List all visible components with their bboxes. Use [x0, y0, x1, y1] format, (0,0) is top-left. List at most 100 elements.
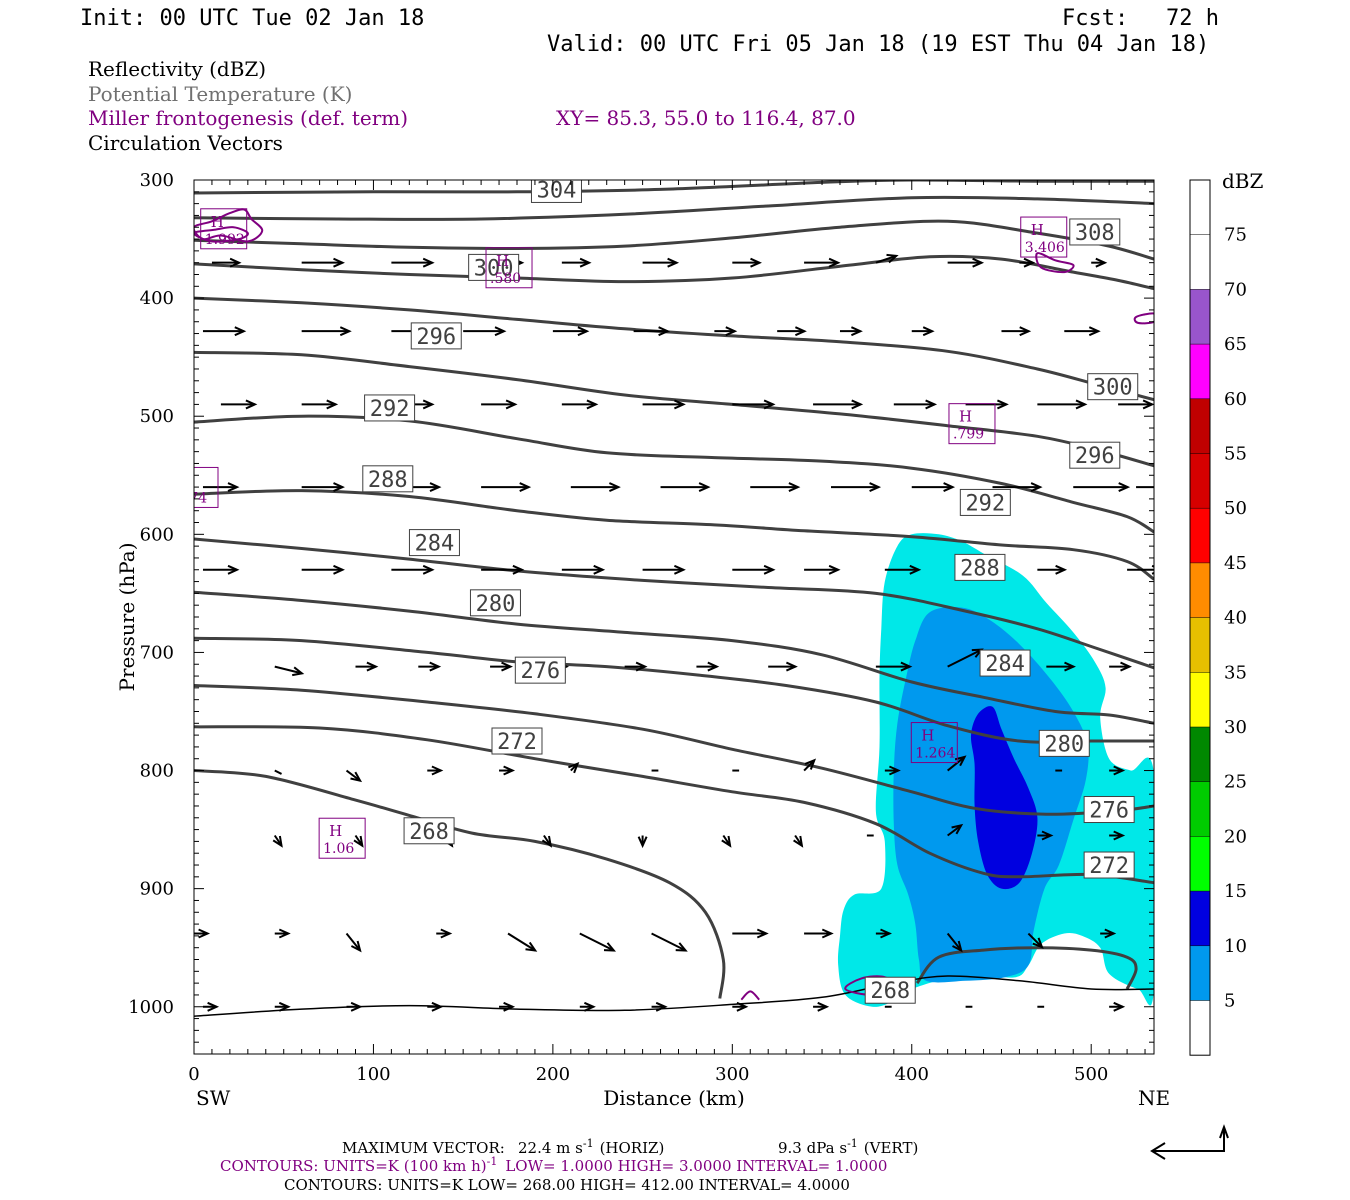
vector-head	[501, 661, 513, 672]
circulation-vectors	[194, 253, 1154, 1012]
legend-frontogenesis: Miller frontogenesis (def. term)	[88, 106, 408, 130]
vector-head	[721, 835, 732, 848]
vector-head	[785, 661, 798, 672]
reference-vector-icon	[1150, 1124, 1229, 1160]
circulation-vector	[1027, 932, 1044, 949]
x-tick-label: 200	[536, 1064, 570, 1085]
colorbar-swatch	[1190, 180, 1210, 235]
circulation-vector	[1001, 326, 1032, 337]
circulation-vector	[732, 928, 769, 939]
colorbar-label: 35	[1224, 662, 1247, 683]
theta-contour	[194, 636, 1154, 744]
label-text: 284	[985, 652, 1025, 677]
vector-shaft	[345, 932, 361, 952]
axes-labels: 300 400 500 600 700 800 900 1000 0 100 200 300 400 5…	[115, 170, 1170, 1110]
colorbar-unit: dBZ	[1222, 169, 1264, 193]
vector-head	[229, 257, 242, 268]
y-tick-label: 800	[140, 761, 174, 782]
forecast-hour: 72 h	[1166, 6, 1219, 31]
vector-head	[869, 482, 882, 493]
label-text: 308	[372, 131, 412, 156]
label-box	[410, 322, 462, 350]
circulation-vector	[1073, 482, 1131, 493]
circulation-vector	[1037, 830, 1054, 841]
vector-head	[350, 771, 363, 783]
vector-head	[952, 940, 963, 953]
label-text: 272	[497, 730, 537, 755]
contour-labels: 268 272 276 280 284 288 292 296 300 304 308 312 308 3…	[194, 129, 1139, 1004]
colorbar-swatch	[1190, 234, 1210, 290]
colorbar-swatch	[1190, 727, 1210, 782]
circulation-vector	[301, 257, 345, 268]
x-axis-title: Distance (km)	[603, 1086, 745, 1110]
colorbar: 5 10 15 20 25 30 35 40 45 50 55 60 65 70 75 dBZ	[1189, 169, 1264, 1056]
circulation-vector	[463, 326, 507, 337]
circulation-vector	[732, 564, 776, 575]
label-box	[1038, 729, 1090, 757]
circulation-vector	[552, 326, 590, 337]
circulation-vector	[947, 257, 985, 268]
label-text: 300	[1093, 376, 1133, 401]
vector-head	[350, 1001, 363, 1012]
label-box	[491, 727, 543, 755]
y-tick-label: 400	[140, 288, 174, 309]
vector-shaft	[651, 932, 687, 952]
circulation-vector	[427, 765, 444, 776]
vector-head	[1064, 661, 1076, 672]
label-box	[864, 976, 916, 1004]
circulation-vector	[220, 399, 258, 410]
circulation-vector	[768, 661, 798, 672]
vector-shaft	[875, 254, 897, 264]
vector-head	[925, 399, 938, 410]
colorbar-label: 50	[1224, 498, 1247, 519]
vector-head	[707, 661, 720, 672]
y-tick-label: 700	[140, 642, 174, 663]
axis-ticks	[193, 179, 1154, 1055]
vector-head	[278, 928, 291, 939]
vector-shaft	[579, 932, 615, 952]
circulation-vector	[1019, 257, 1036, 268]
vector-head	[1113, 1001, 1126, 1012]
max-vertical-vector: 9.3 dPa s-1 (VERT)	[778, 1137, 918, 1157]
circulation-vector	[732, 1001, 749, 1012]
label-box	[959, 488, 1011, 516]
vector-head	[245, 399, 258, 410]
circulation-vector	[947, 755, 967, 772]
circulation-vector	[875, 253, 899, 264]
x-tick-label: 100	[356, 1064, 390, 1085]
theta-contour-label: 300	[468, 253, 520, 281]
vector-head	[673, 564, 686, 575]
vector-head	[503, 765, 516, 776]
theta-contour-label: 292	[364, 394, 416, 422]
vector-head	[207, 1001, 220, 1012]
vector-head	[763, 564, 776, 575]
colorbar-label: 45	[1224, 553, 1247, 574]
vector-head	[512, 564, 525, 575]
circulation-vector	[696, 661, 720, 672]
label-h: H	[329, 822, 342, 840]
right-endpoint-label: NE	[1138, 1086, 1170, 1110]
max-vector-label: MAXIMUM VECTOR:	[342, 1139, 505, 1157]
circulation-vector	[202, 564, 240, 575]
vector-shaft	[345, 769, 361, 782]
vector-head	[227, 564, 240, 575]
vector-head	[1055, 564, 1068, 575]
circulation-vector	[436, 928, 453, 939]
label-box	[948, 403, 996, 445]
circulation-vector	[274, 1001, 291, 1012]
vector-head	[1023, 257, 1036, 268]
vector-head	[366, 661, 379, 672]
vector-head	[583, 1001, 596, 1012]
frontogenesis-contour-info: CONTOURS: UNITS=K (100 km h)-1 LOW= 1.000…	[220, 1155, 887, 1175]
theta-contour-label: 268	[864, 976, 916, 1004]
footer: MAXIMUM VECTOR: 22.4 m s-1 (HORIZ) 9.3 dP…	[220, 1137, 918, 1194]
theta-contour-label: 288	[362, 465, 414, 493]
circulation-vector	[202, 482, 240, 493]
circulation-vector	[202, 326, 247, 337]
theta-contour-label: 308	[366, 129, 416, 156]
vector-head	[603, 942, 617, 952]
frontogenesis-maximum-label: H1.264	[910, 722, 958, 764]
label-value: 3.406	[1025, 240, 1065, 256]
vector-head	[821, 928, 834, 939]
circulation-vector	[651, 1001, 668, 1012]
